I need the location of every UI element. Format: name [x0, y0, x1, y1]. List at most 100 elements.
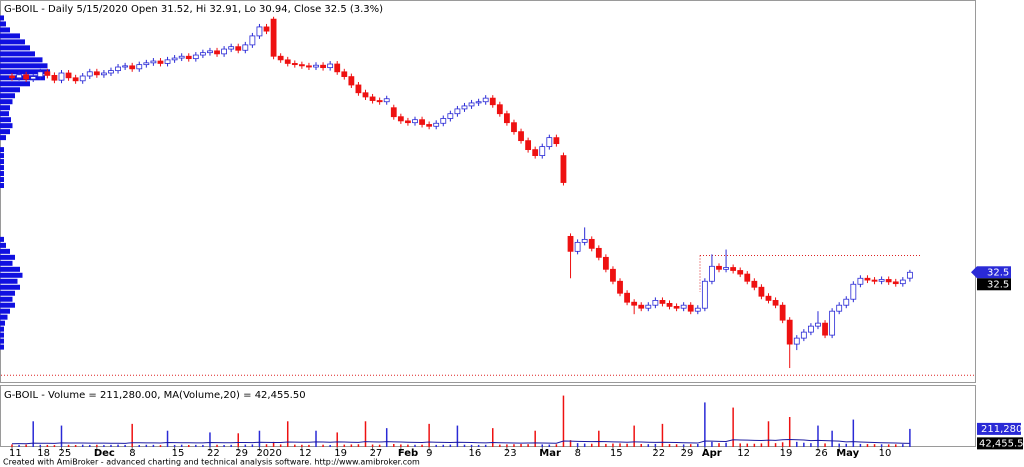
- volume-profile-bar: [0, 69, 50, 75]
- candle-body: [617, 280, 623, 294]
- candle-body: [730, 267, 737, 271]
- ma-label-box: [977, 437, 1023, 450]
- volume-profile-bar: [0, 338, 4, 344]
- volume-profile-bar: [0, 123, 13, 129]
- volume-profile-bar: [0, 27, 10, 33]
- candle-body: [341, 71, 348, 77]
- candle-body: [822, 322, 828, 336]
- candle-body: [687, 304, 694, 312]
- candle-body: [595, 247, 602, 258]
- candle-body: [115, 66, 121, 72]
- candle-body: [652, 300, 659, 306]
- volume-profile-bar: [0, 111, 9, 117]
- price-label-box: [977, 266, 1011, 279]
- volume-profile-bar: [0, 105, 10, 111]
- candle-body: [701, 280, 708, 309]
- volume-profile-bar: [0, 332, 4, 338]
- candle-body: [108, 70, 114, 74]
- x-tick-label: 15: [172, 448, 185, 459]
- candle-body: [659, 300, 666, 304]
- volume-profile-bar: [0, 314, 8, 320]
- candle-body: [164, 59, 171, 64]
- candle-body: [546, 137, 553, 148]
- candle-body: [829, 310, 836, 336]
- candle-body: [313, 64, 319, 68]
- x-tick-label: 29: [681, 448, 694, 459]
- candle-body: [815, 322, 821, 327]
- x-tick-label: 2020: [256, 448, 281, 459]
- candle-body: [765, 295, 772, 301]
- candle-body: [440, 118, 447, 124]
- candle-body: [716, 265, 722, 270]
- candle-body: [694, 307, 701, 312]
- x-tick-label: 12: [299, 448, 312, 459]
- candle-body: [525, 140, 532, 151]
- candle-body: [892, 281, 899, 285]
- volume-profile-bar: [0, 117, 11, 123]
- candle-body: [157, 60, 164, 64]
- volume-profile-bar: [0, 320, 5, 326]
- candle-body: [320, 64, 326, 69]
- volume-profile-bar: [0, 87, 20, 93]
- price-label-2: 32.5: [987, 279, 1009, 290]
- candle-body: [602, 256, 609, 270]
- candle-body: [376, 100, 383, 103]
- volume-profile-bar: [0, 165, 4, 171]
- candle-body: [405, 120, 411, 124]
- candle-body: [885, 279, 892, 283]
- volume-profile-bar: [0, 33, 20, 39]
- candle-body: [666, 303, 673, 307]
- volume-profile-bar: [0, 308, 10, 314]
- x-tick-label: 10: [879, 448, 892, 459]
- price-label-arrow: [971, 266, 977, 279]
- x-tick-label: 9: [426, 448, 432, 459]
- candle-body: [37, 71, 44, 77]
- candle-body: [16, 74, 22, 79]
- candle-body: [581, 238, 588, 243]
- ma-label: 42,455.5: [979, 438, 1024, 449]
- candle-body: [503, 113, 510, 124]
- x-tick-label: Apr: [702, 448, 722, 459]
- volume-profile-bar: [0, 177, 4, 183]
- candle-body: [214, 50, 220, 55]
- candle-body: [906, 271, 913, 279]
- candle-body: [511, 122, 517, 133]
- candle-body: [199, 52, 206, 56]
- x-tick-label: 18: [37, 448, 50, 459]
- candle-body: [383, 98, 390, 103]
- candle-body: [744, 273, 751, 282]
- candle-body: [86, 71, 93, 77]
- candle-body: [786, 319, 793, 345]
- volume-profile-bar: [0, 15, 4, 21]
- candle-body: [454, 108, 461, 115]
- volume-profile-bar: [0, 147, 4, 153]
- x-tick-label: 19: [334, 448, 347, 459]
- candle-body: [800, 331, 807, 339]
- candle-body: [256, 26, 263, 37]
- x-tick-label: 8: [575, 448, 581, 459]
- candle-body: [447, 113, 454, 119]
- volume-profile-bar: [0, 159, 4, 165]
- candle-body: [136, 64, 143, 70]
- candle-body: [723, 267, 729, 270]
- candle-body: [9, 75, 15, 79]
- x-tick-label: 22: [652, 448, 665, 459]
- candle-body: [737, 270, 744, 275]
- volume-title: G-BOIL - Volume = 211,280.00, MA(Volume,…: [4, 390, 306, 401]
- x-tick-label: Feb: [398, 448, 418, 459]
- volume-profile-bar: [0, 344, 4, 350]
- candle-body: [433, 122, 440, 127]
- volume-profile-bar: [0, 51, 35, 57]
- x-tick-label: 12: [737, 448, 750, 459]
- candle-body: [836, 304, 843, 312]
- volume-profile-bar: [0, 93, 15, 99]
- x-tick-label: 19: [780, 448, 793, 459]
- candle-body: [334, 63, 341, 73]
- candle-body: [150, 60, 157, 64]
- x-tick-label: Dec: [94, 448, 115, 459]
- candle-body: [496, 104, 503, 115]
- candle-body: [65, 72, 72, 79]
- volume-profile-bar: [0, 57, 43, 63]
- x-tick-label: 16: [469, 448, 482, 459]
- candle-body: [850, 283, 857, 300]
